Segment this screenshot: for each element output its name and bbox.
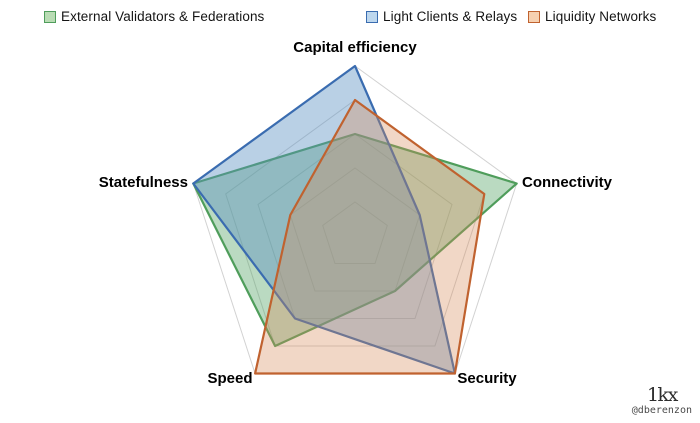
legend-swatch-green	[44, 10, 56, 23]
grid-ring-2	[289, 167, 421, 292]
series-polygon-0	[192, 132, 518, 348]
1kx-logo: 1kx	[646, 384, 678, 406]
author-handle: @dberenzon	[631, 405, 692, 416]
axis-label-connectivity: Connectivity	[522, 174, 613, 191]
grid-ring-1	[322, 201, 388, 264]
legend-label-external-validators: External Validators & Federations	[61, 9, 265, 24]
legend-label-liquidity-networks: Liquidity Networks	[545, 9, 657, 24]
legend-item-light-clients: Light Clients & Relays	[366, 9, 517, 24]
legend-item-external-validators: External Validators & Federations	[44, 9, 264, 24]
grid-ring-3	[257, 133, 453, 319]
legend-swatch-orange	[528, 10, 540, 23]
legend-label-light-clients: Light Clients & Relays	[383, 9, 518, 24]
legend-swatch-blue	[366, 10, 378, 23]
series-polygon-2	[254, 98, 486, 375]
axis-label-capital-efficiency: Capital efficiency	[293, 39, 417, 56]
axis-label-statefulness: Statefulness	[98, 174, 188, 191]
chart-legend: External Validators & Federations Light …	[0, 0, 700, 30]
attribution-footer: 1kx @dberenzon	[632, 386, 692, 417]
series-polygon-1	[192, 64, 456, 375]
axis-label-speed: Speed	[207, 370, 253, 387]
axis-label-security: Security	[457, 370, 517, 387]
legend-item-liquidity-networks: Liquidity Networks	[528, 9, 656, 24]
